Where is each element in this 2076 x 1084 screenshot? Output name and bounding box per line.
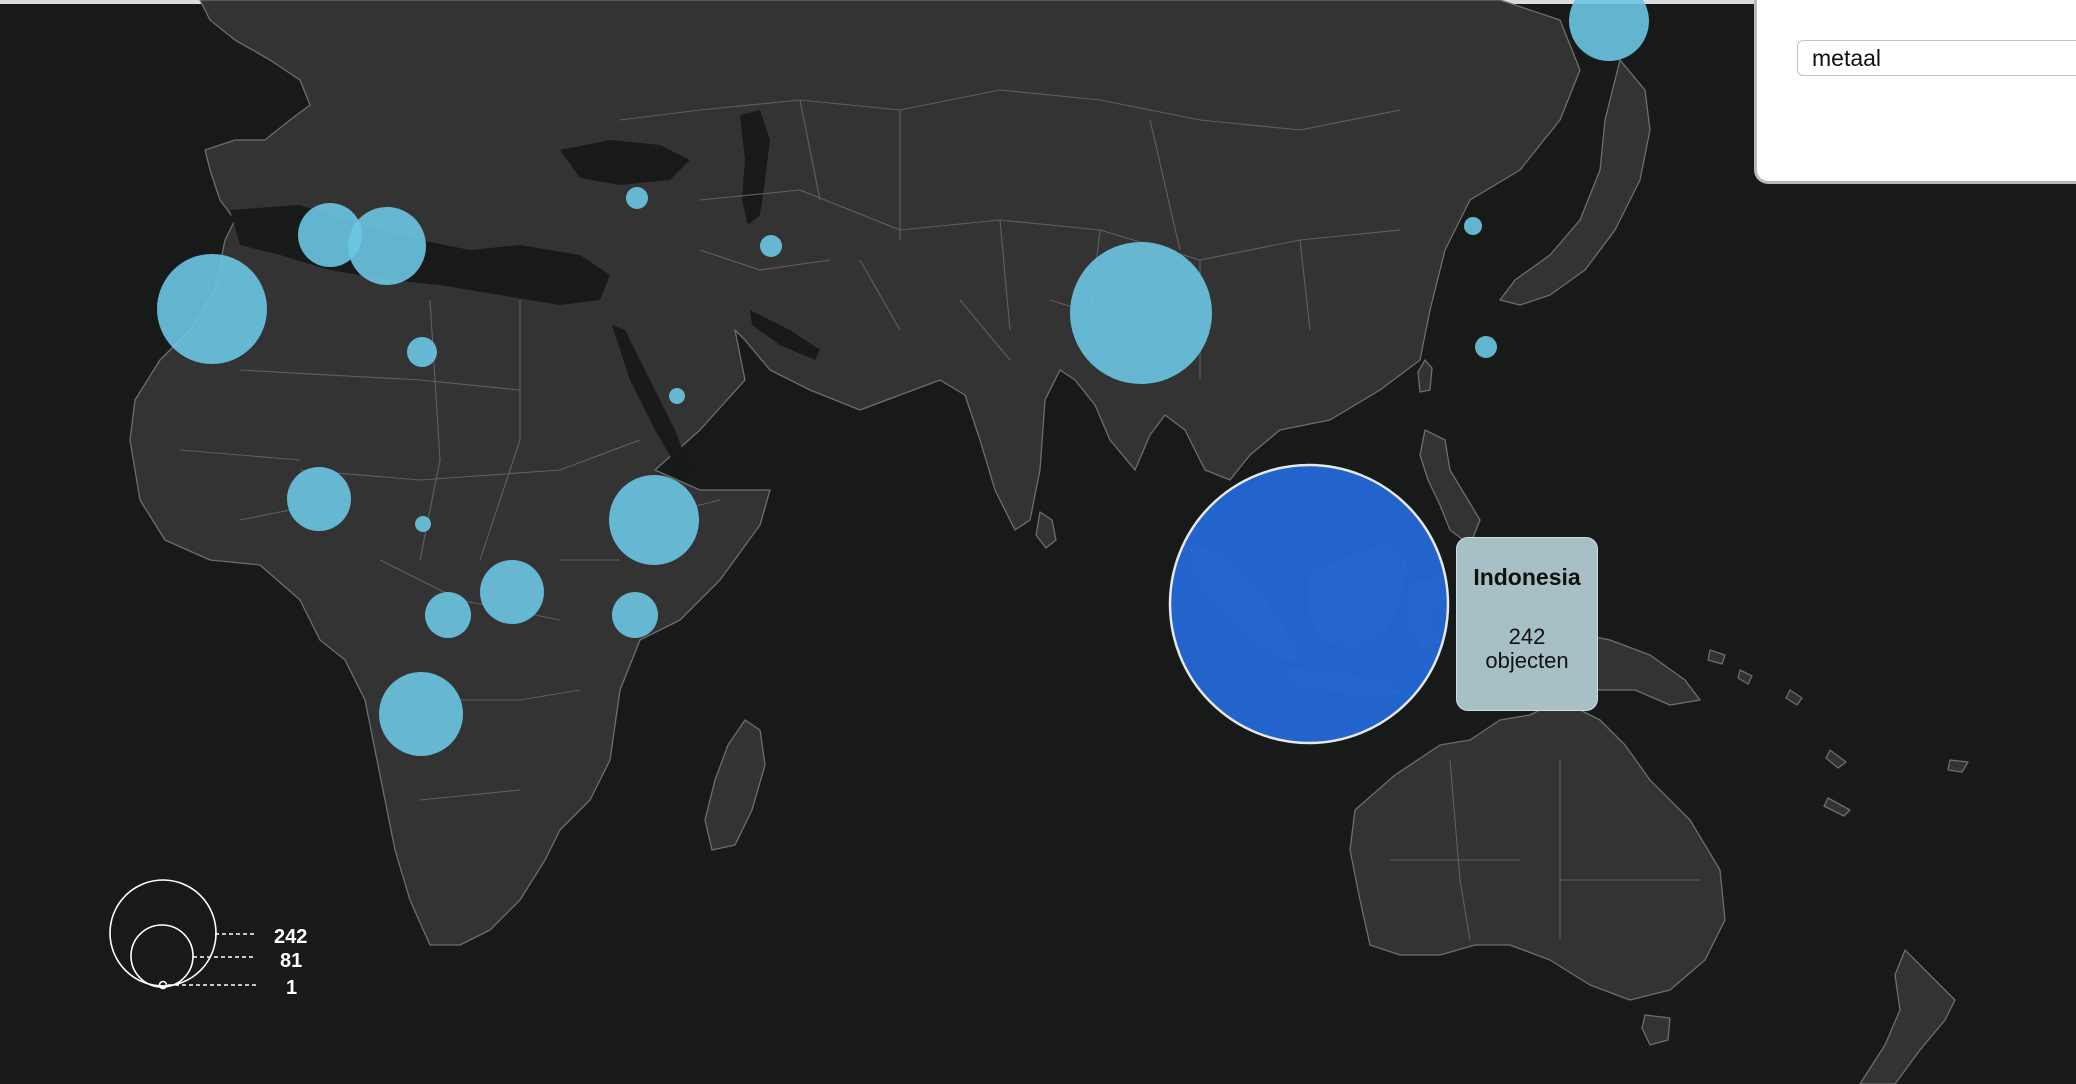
legend-label-mid: 81	[280, 950, 303, 972]
country-bubble[interactable]	[760, 235, 782, 257]
country-bubble[interactable]	[348, 207, 426, 285]
material-filter-input[interactable]	[1797, 40, 2076, 76]
country-bubble[interactable]	[379, 672, 463, 756]
country-bubble-indonesia[interactable]	[1168, 463, 1450, 745]
country-bubble[interactable]	[609, 475, 699, 565]
country-bubble[interactable]	[157, 254, 267, 364]
tooltip-unit: objecten	[1485, 648, 1569, 673]
land-layer	[129, 0, 1969, 1084]
land-taiwan	[1417, 359, 1433, 393]
country-tooltip: Indonesia 242 objecten	[1456, 537, 1598, 711]
sea-caspian	[740, 110, 770, 225]
country-bubble[interactable]	[1569, 0, 1649, 61]
legend-circle-mid	[130, 924, 194, 988]
sea-persian-gulf	[750, 310, 820, 360]
borders-layer	[179, 89, 1700, 941]
land-australia	[1349, 699, 1726, 1001]
country-bubble[interactable]	[612, 592, 658, 638]
filter-panel	[1754, 0, 2076, 184]
country-bubble[interactable]	[626, 187, 648, 209]
sea-red	[612, 325, 690, 473]
country-bubble[interactable]	[1070, 242, 1212, 384]
country-bubble[interactable]	[669, 388, 685, 404]
country-bubble[interactable]	[1475, 336, 1497, 358]
land-sri-lanka	[1035, 511, 1057, 549]
legend-circle-min	[158, 980, 168, 990]
country-bubble[interactable]	[298, 203, 362, 267]
country-bubble[interactable]	[425, 592, 471, 638]
country-bubble[interactable]	[287, 467, 351, 531]
legend-label-min: 1	[286, 977, 298, 999]
sea-black	[560, 140, 690, 185]
land-tasmania	[1641, 1014, 1671, 1046]
legend-label-max: 242	[274, 926, 308, 948]
country-bubble[interactable]	[407, 337, 437, 367]
land-japan	[1499, 59, 1651, 306]
legend-circle-max	[109, 879, 217, 987]
land-philippines	[1419, 429, 1481, 546]
size-legend	[109, 879, 256, 990]
country-bubble[interactable]	[480, 560, 544, 624]
country-bubble[interactable]	[1464, 217, 1482, 235]
bubble-layer	[157, 0, 1649, 756]
land-pacific-islands	[1707, 649, 1969, 817]
land-madagascar	[704, 719, 766, 851]
country-bubble[interactable]	[415, 516, 431, 532]
land-new-zealand	[1859, 949, 1956, 1084]
tooltip-country-name: Indonesia	[1473, 564, 1581, 590]
tooltip-count: 242	[1508, 624, 1546, 649]
